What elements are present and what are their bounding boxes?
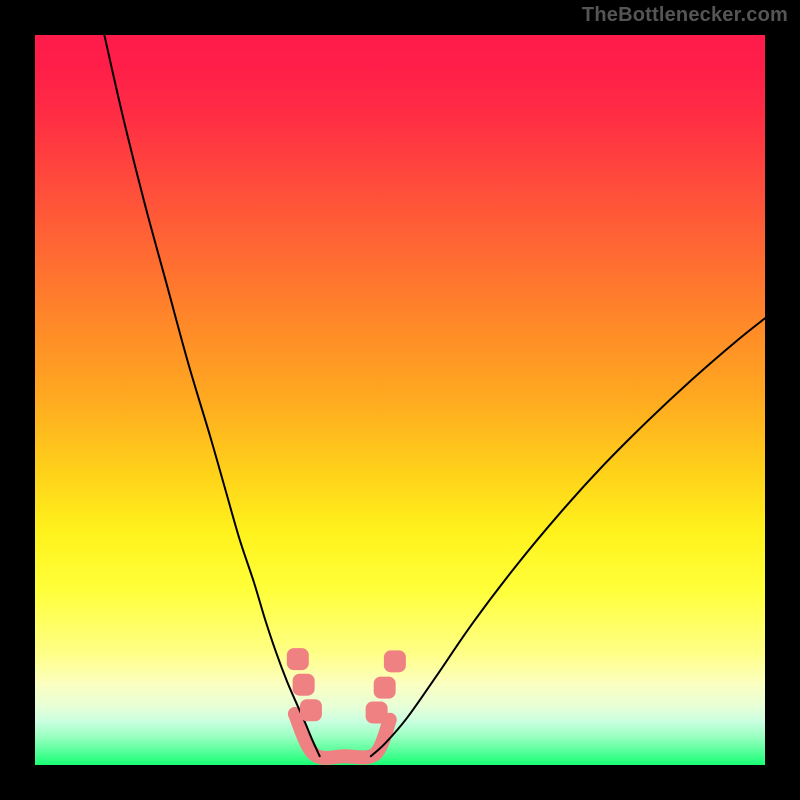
- marker-cluster-left-point-2: [300, 699, 322, 721]
- watermark-text: TheBottlenecker.com: [582, 4, 788, 27]
- chart-svg: [0, 0, 800, 800]
- marker-cluster-left-point-1: [293, 674, 315, 696]
- chart-frame: TheBottlenecker.com: [0, 0, 800, 800]
- marker-cluster-right-point-1: [374, 677, 396, 699]
- marker-cluster-right-point-2: [384, 650, 406, 672]
- marker-cluster-left-point-0: [287, 648, 309, 670]
- marker-cluster-right-point-0: [366, 701, 388, 723]
